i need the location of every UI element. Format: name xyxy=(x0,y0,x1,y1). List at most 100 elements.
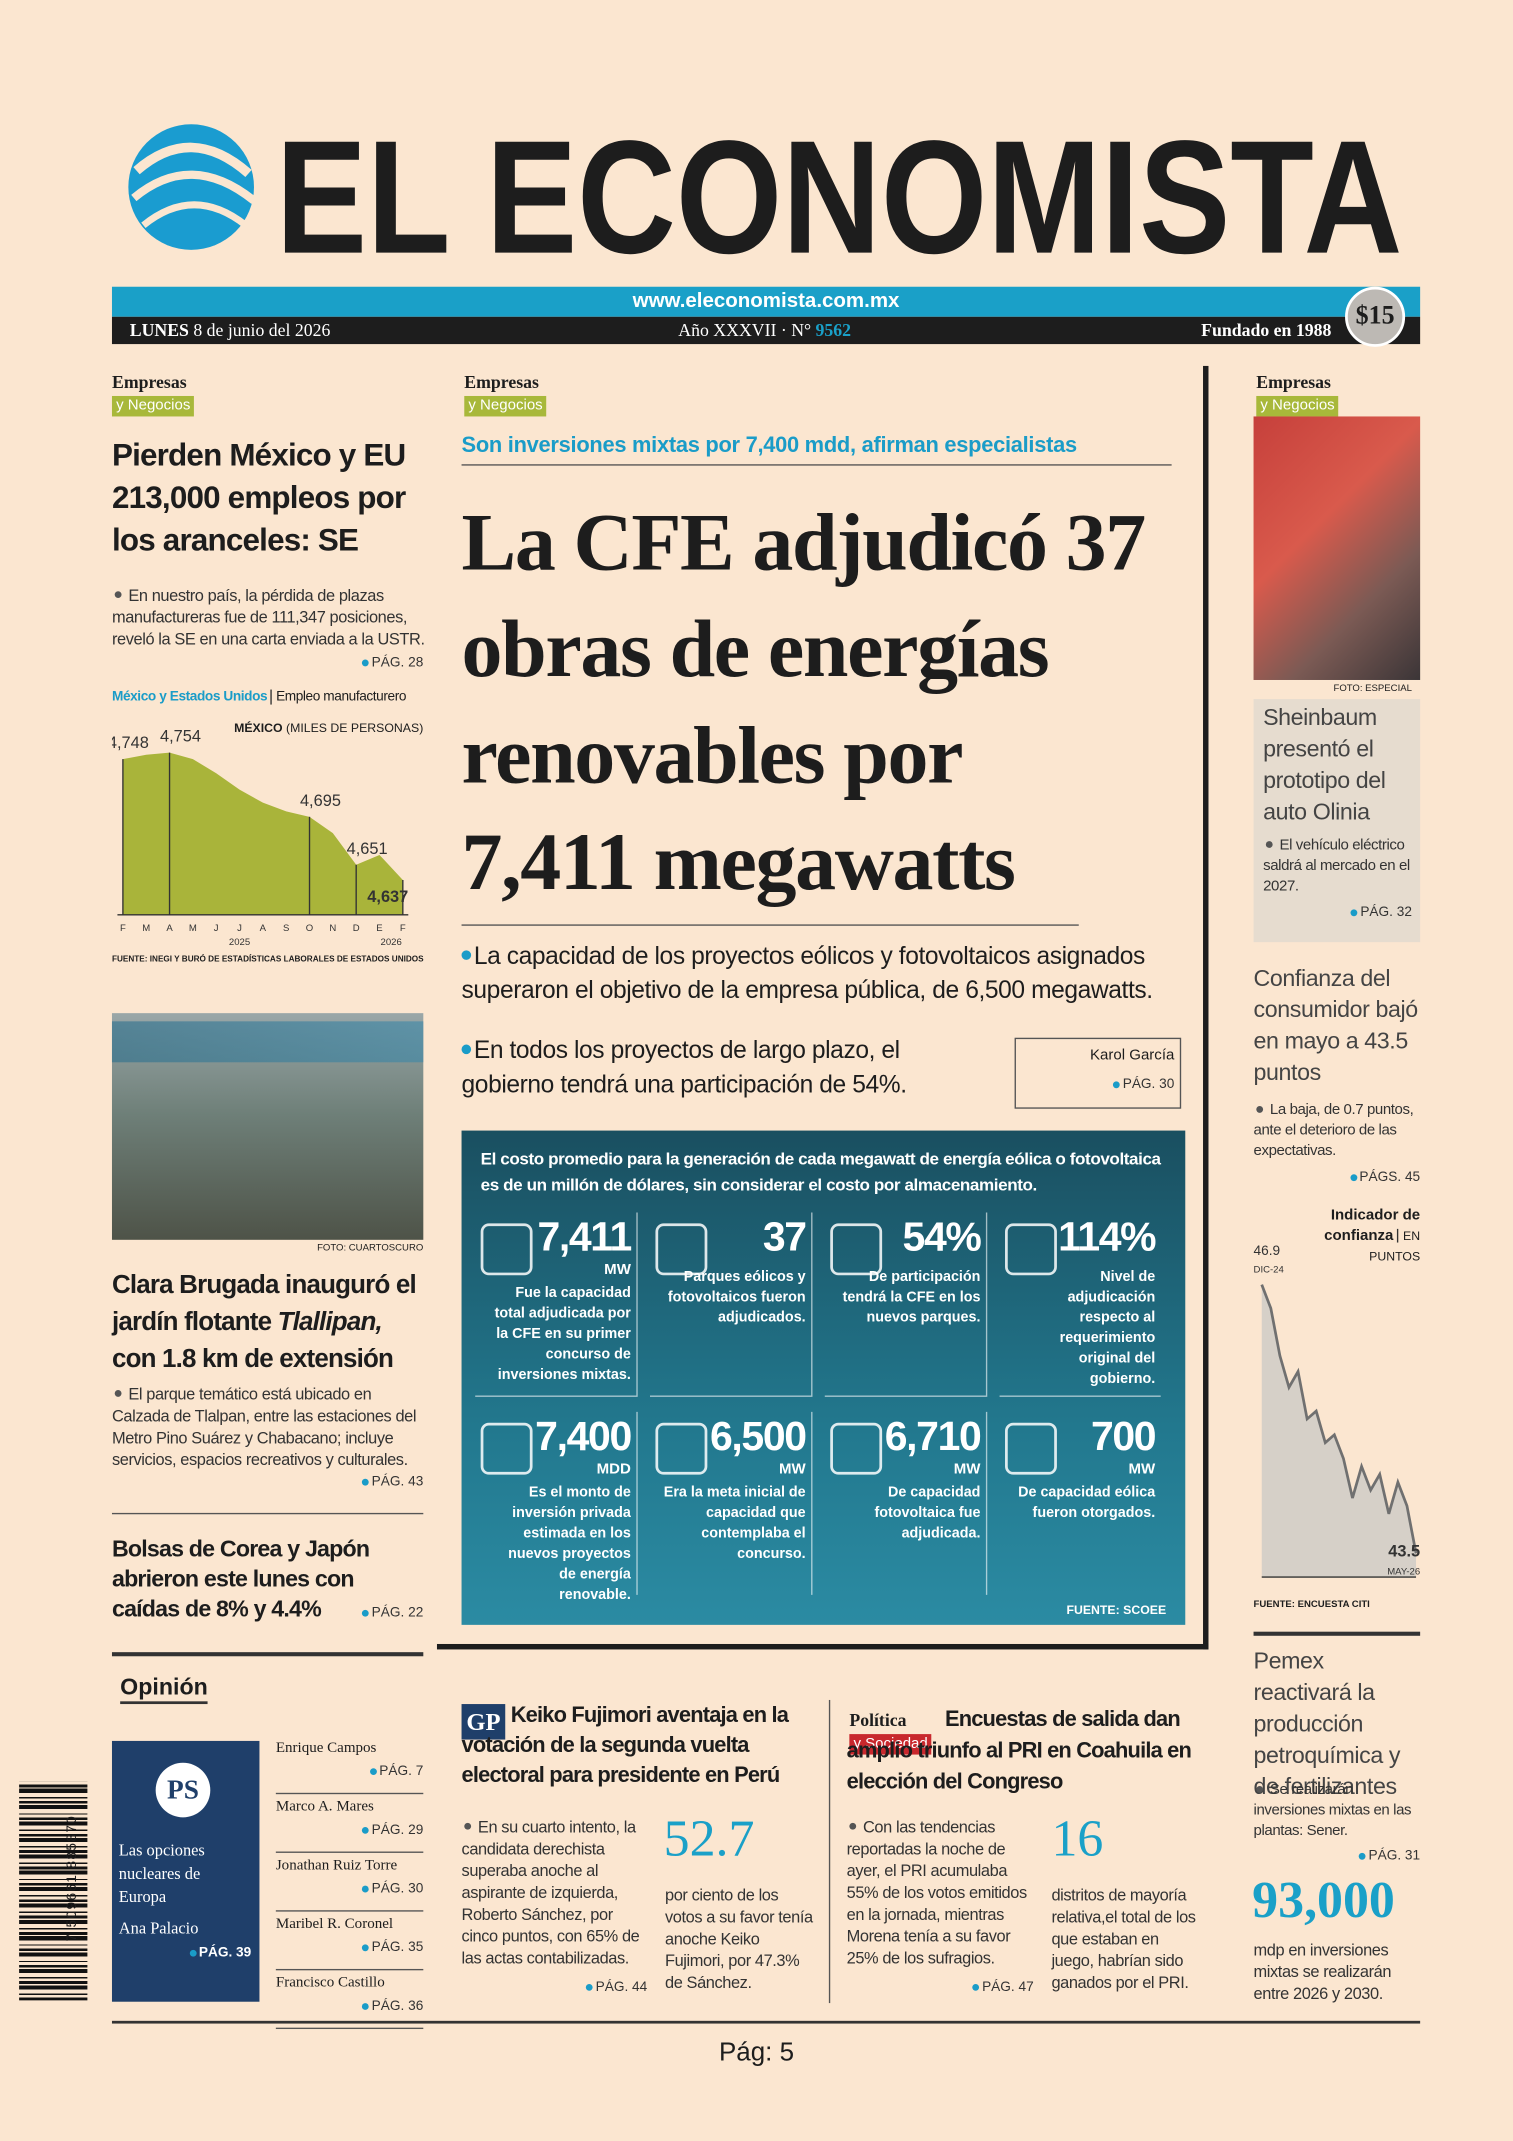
subsection: y Negocios xyxy=(1256,395,1339,417)
area xyxy=(1261,1284,1417,1578)
chart-heading: México y Estados Unidos Empleo manufactu… xyxy=(111,689,426,705)
value-label: 4,754 xyxy=(160,728,201,746)
headline: Encuestas de salida dan amplio triunfo a… xyxy=(846,1708,1192,1795)
page-dot xyxy=(362,659,369,667)
summary-text: La baja, de 0.7 puntos, ante el deterior… xyxy=(1253,1101,1414,1160)
line xyxy=(1260,1284,1418,1554)
page-dot xyxy=(1350,909,1358,917)
stat-icon xyxy=(1005,1422,1057,1475)
headline: Pierden México y EU 213,000 empleos por … xyxy=(111,436,406,558)
headline: Clara Brugada inauguró el jardín flotant… xyxy=(112,1267,426,1378)
summary: Con las tendencias reportadas la noche d… xyxy=(847,1816,1038,1969)
x-tick-label: O xyxy=(306,923,313,934)
columnist: Francisco Castillo PÁG. 36 xyxy=(275,1972,424,2030)
byline-box: Karol García PÁG. 30 xyxy=(1014,1037,1182,1109)
stat-number: 114% xyxy=(1058,1215,1156,1261)
page-ref: PÁG. 29 xyxy=(362,1823,423,1838)
page-text: PÁG. 32 xyxy=(1360,905,1412,921)
day: LUNES xyxy=(129,319,189,340)
byline-author: Karol García xyxy=(1090,1047,1175,1064)
gp-logo: GP xyxy=(461,1704,506,1740)
summary: El vehículo eléctrico saldrá al mercado … xyxy=(1263,836,1416,897)
stat-cell: 700 MW De capacidad eólica fueron otorgado… xyxy=(1000,1412,1161,1595)
stat-icon xyxy=(830,1223,883,1276)
feature-author: Ana Palacio xyxy=(118,1918,199,1938)
bullet xyxy=(1256,1785,1264,1793)
stat-text: Es el monto de inversión privada estimad… xyxy=(508,1484,631,1604)
stat-icon xyxy=(480,1422,533,1475)
bullet xyxy=(114,591,122,599)
stat-number: 6,710 xyxy=(884,1414,982,1460)
headline: Keiko Fujimori aventaja en la votación d… xyxy=(461,1704,789,1788)
section-tag: Política y Sociedad xyxy=(849,1710,932,1755)
value-label: 43.5 xyxy=(1388,1543,1420,1561)
kicker: Son inversiones mixtas por 7,400 mdd, af… xyxy=(461,434,1172,466)
columnist: Jonathan Ruiz Torre PÁG. 30 xyxy=(275,1854,424,1912)
main-headline: La CFE adjudicó 37 obras de energías renov… xyxy=(462,489,1199,915)
rule xyxy=(111,1652,424,1657)
x-tick-label: S xyxy=(283,923,289,934)
stat-number: 54% xyxy=(902,1215,982,1261)
x-tick-label: J xyxy=(214,923,219,934)
x-tick-label: D xyxy=(353,923,360,934)
bullet xyxy=(461,949,472,960)
logo-swirl xyxy=(141,201,248,228)
rule xyxy=(111,2020,1421,2024)
chart-title: México y Estados Unidos xyxy=(111,689,268,705)
headline-text: con 1.8 km de extensión xyxy=(111,1344,394,1374)
stat-text: Era la meta inicial de capacidad que con… xyxy=(663,1484,806,1563)
chart-source: FUENTE: INEGI Y BURÓ DE ESTADÍSTICAS LAB… xyxy=(111,955,424,964)
figure: 16 xyxy=(1051,1810,1104,1868)
headline: Pemex reactivará la producción petroquím… xyxy=(1253,1648,1401,1800)
page-dot xyxy=(362,1885,369,1893)
headline: Confianza del consumidor bajó en mayo a … xyxy=(1253,965,1419,1086)
headline: Bolsas de Corea y Japón abrieron este lu… xyxy=(111,1536,370,1623)
bullet xyxy=(114,1390,122,1398)
area xyxy=(122,752,403,915)
employment-chart: 4,748 4,754 4,695 4,651 4,637 F M A M J J A S O N D E F 20… xyxy=(112,728,409,948)
x-tick-label: M xyxy=(142,923,150,934)
x-tick-label: DIC-24 xyxy=(1254,1265,1285,1276)
page-text: PÁG. 36 xyxy=(371,1998,424,2015)
stat-number: 37 xyxy=(762,1215,807,1261)
infographic-source: FUENTE: SCOEE xyxy=(1066,1603,1167,1617)
value-label: 4,695 xyxy=(300,792,341,810)
stat-icon xyxy=(655,1223,708,1276)
founded: Fundado en 1988 xyxy=(1201,319,1332,340)
columnist: Marco A. Mares PÁG. 29 xyxy=(275,1796,424,1853)
page-dot xyxy=(362,1826,369,1834)
section: Política xyxy=(849,1709,907,1730)
page-ref: PÁG. 7 xyxy=(369,1764,423,1779)
infographic-intro: El costo promedio para la generación de … xyxy=(480,1149,1161,1195)
photo-detail xyxy=(111,1021,424,1063)
page-ref: PÁG. 39 xyxy=(167,1946,251,1961)
stat-unit: MW xyxy=(1128,1461,1156,1478)
page-ref: PÁG. 47 xyxy=(933,1980,1034,1995)
stat-icon xyxy=(655,1422,708,1475)
logo-swirl xyxy=(131,170,257,204)
bullet xyxy=(1265,840,1273,848)
summary-text: En nuestro país, la pérdida de plazas ma… xyxy=(111,585,425,649)
figure: 52.7 xyxy=(663,1810,755,1868)
page-text: PÁG. 44 xyxy=(595,1979,648,1995)
x-tick-label: A xyxy=(260,923,267,934)
unit-label: EN PUNTOS xyxy=(1369,1228,1421,1264)
summary-text: El vehículo eléctrico saldrá al mercado … xyxy=(1263,837,1410,895)
page-dot xyxy=(972,1983,980,1991)
bullet xyxy=(461,1044,472,1054)
stat-text: De participación tendrá la CFE en los nu… xyxy=(842,1268,981,1326)
masthead-title: EL ECONOMISTA xyxy=(276,116,1403,266)
logo-swirl xyxy=(133,142,252,178)
bullet xyxy=(849,1823,857,1831)
section: Empresas xyxy=(464,371,539,392)
page-ref: PÁG. 44 xyxy=(546,1980,647,1995)
x-tick-label: E xyxy=(376,923,382,934)
page-dot xyxy=(1349,1174,1357,1181)
summary: La baja, de 0.7 puntos, ante el deterior… xyxy=(1254,1101,1421,1162)
page-ref: PÁG. 30 xyxy=(1113,1077,1174,1092)
page-text: PÁGS. 45 xyxy=(1359,1170,1421,1186)
x-tick-label: J xyxy=(237,923,242,934)
x-tick-label: M xyxy=(189,923,197,934)
